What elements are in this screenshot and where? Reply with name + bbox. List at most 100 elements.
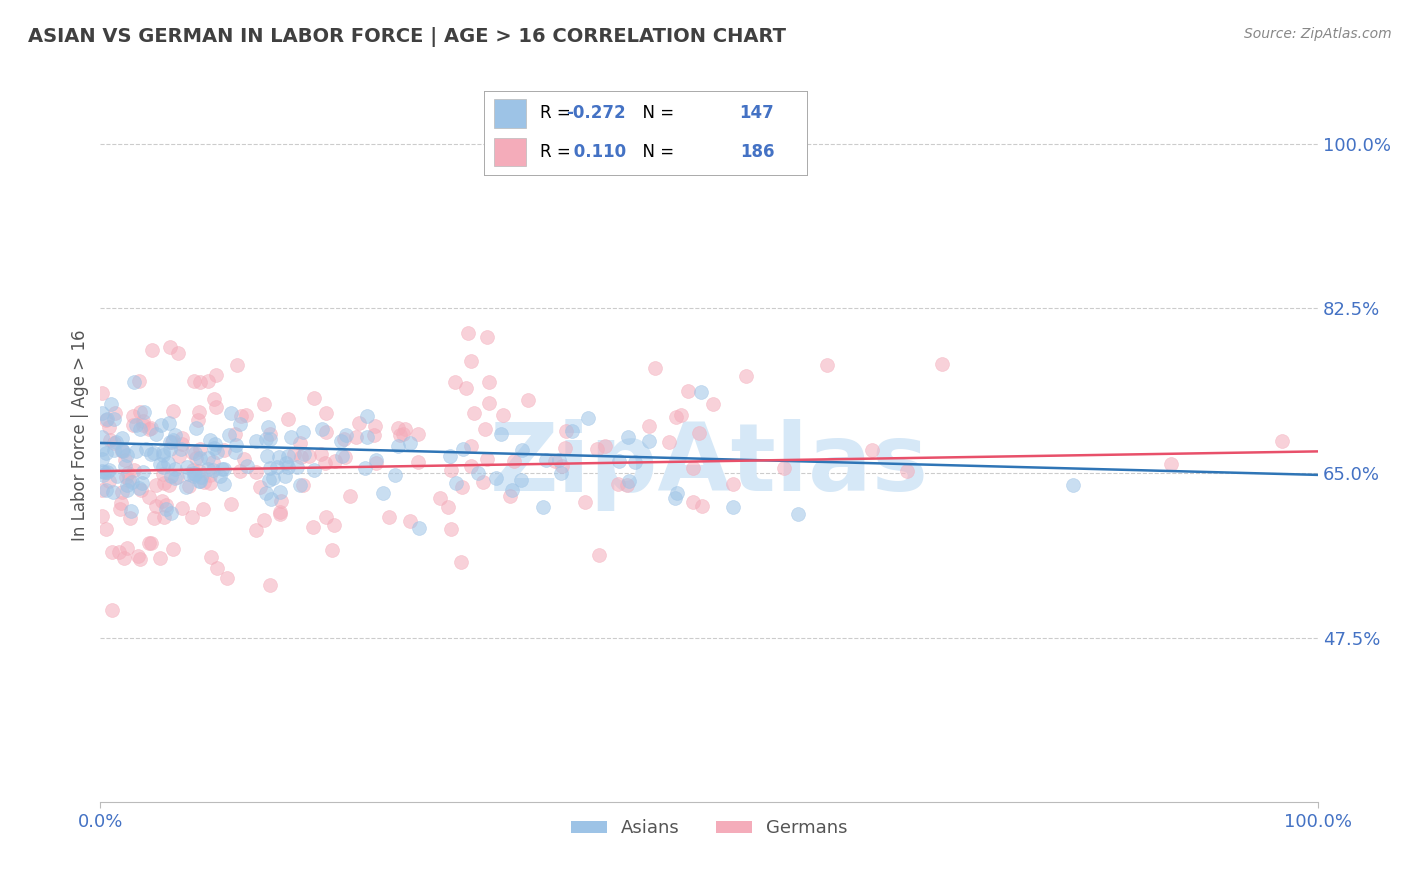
Asians [197,451,219,466]
Germans [253,397,276,411]
Asians [184,421,207,435]
Germans [392,426,415,441]
Asians [510,442,533,457]
Germans [460,459,482,474]
Germans [96,522,118,536]
Germans [323,517,346,532]
Asians [254,432,277,446]
Germans [253,513,276,527]
Germans [315,406,337,420]
Germans [644,361,666,376]
Asians [159,442,181,456]
Germans [193,501,215,516]
Germans [692,499,714,513]
Germans [554,442,576,456]
Germans [90,509,112,524]
Asians [111,442,134,457]
Asians [155,501,177,516]
Germans [259,578,281,592]
Asians [111,444,134,458]
Germans [492,408,515,422]
Asians [277,449,299,463]
Germans [682,461,704,475]
Germans [110,484,132,499]
Asians [561,424,583,438]
Asians [160,469,183,483]
Asians [125,417,148,432]
Germans [440,463,463,477]
Germans [389,427,412,442]
Germans [187,413,209,427]
Asians [330,449,353,463]
Germans [551,458,574,473]
Germans [162,404,184,418]
Germans [454,381,477,395]
Asians [664,491,686,505]
Asians [91,406,114,420]
Germans [478,375,501,389]
Asians [129,422,152,436]
Germans [896,465,918,479]
Asians [183,466,205,480]
Germans [544,454,567,468]
Germans [215,571,238,585]
Germans [202,392,225,407]
Asians [229,417,252,432]
Asians [384,467,406,482]
Asians [531,500,554,514]
Germans [259,426,281,441]
Germans [219,497,242,511]
Text: Source: ZipAtlas.com: Source: ZipAtlas.com [1244,27,1392,41]
Asians [408,521,430,535]
Asians [624,455,647,469]
Germans [503,454,526,468]
Asians [547,452,569,467]
Asians [179,467,201,482]
Asians [204,437,226,451]
Germans [478,395,501,409]
Germans [193,475,215,489]
Germans [333,450,356,464]
Asians [259,491,281,506]
Germans [440,522,463,536]
Germans [463,406,485,420]
Germans [475,330,498,344]
Asians [96,465,118,479]
Asians [330,434,353,448]
Asians [787,507,810,521]
Asians [90,464,112,478]
Germans [104,406,127,420]
Germans [97,419,120,434]
Asians [183,469,205,483]
Germans [298,449,321,463]
Germans [90,386,112,401]
Germans [309,447,332,461]
Germans [166,346,188,360]
Germans [205,368,228,383]
Asians [292,447,315,461]
Germans [249,480,271,494]
Asians [225,438,247,452]
Asians [96,412,118,426]
Asians [211,462,233,476]
Asians [398,436,420,450]
Asians [534,453,557,467]
Germans [188,404,211,418]
Legend: Asians, Germans: Asians, Germans [564,812,855,845]
Asians [115,448,138,462]
Germans [184,450,207,465]
Asians [224,445,246,459]
Germans [155,499,177,513]
Germans [205,400,228,414]
Asians [371,485,394,500]
Germans [101,545,124,559]
Germans [197,375,219,389]
Germans [363,428,385,442]
Asians [152,448,174,462]
Asians [90,442,112,457]
Germans [150,493,173,508]
Germans [131,483,153,497]
Germans [269,507,291,521]
Asians [356,430,378,444]
Asians [149,457,172,471]
